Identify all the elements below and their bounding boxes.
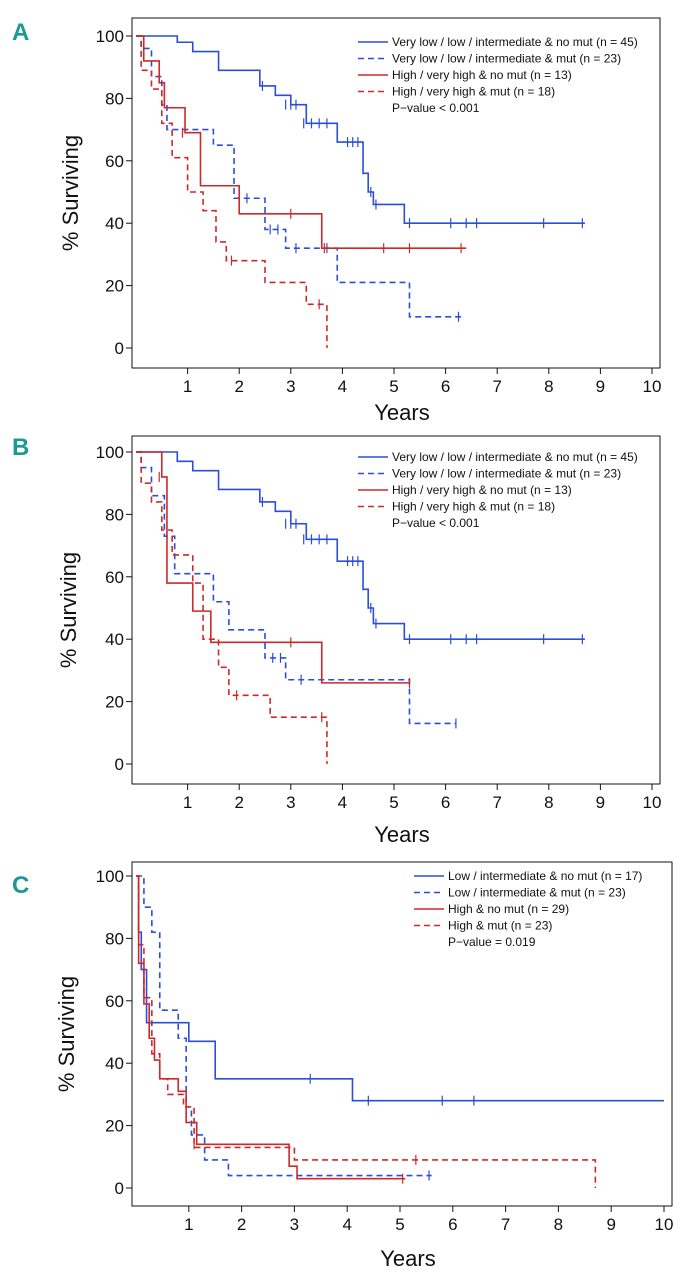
- km-curve-3: [136, 875, 406, 1180]
- x-tick-label: 2: [234, 377, 243, 396]
- x-tick-label: 1: [183, 793, 192, 812]
- y-axis-label: % Surviving: [56, 552, 81, 668]
- p-value-label: P−value < 0.001: [392, 516, 480, 530]
- y-tick-label: 60: [105, 568, 124, 587]
- y-tick-label: 100: [96, 867, 124, 886]
- x-tick-label: 1: [183, 377, 192, 396]
- x-axis-label: Years: [374, 400, 429, 425]
- y-tick-label: 60: [105, 152, 124, 171]
- x-tick-label: 10: [655, 1215, 674, 1234]
- y-axis-label: % Surviving: [58, 135, 83, 251]
- y-tick-label: 20: [105, 693, 124, 712]
- x-tick-label: 8: [544, 793, 553, 812]
- x-tick-label: 8: [544, 377, 553, 396]
- y-tick-label: 0: [115, 339, 124, 358]
- x-tick-label: 9: [596, 793, 605, 812]
- y-tick-label: 20: [105, 277, 124, 296]
- km-curve-3: [136, 35, 467, 249]
- km-curve-2: [136, 451, 456, 725]
- km-curve-2: [136, 35, 462, 318]
- legend-entry: High & no mut (n = 29): [448, 902, 569, 916]
- x-tick-label: 7: [492, 793, 501, 812]
- legend-entry: Very low / low / intermediate & mut (n =…: [392, 467, 621, 481]
- x-tick-label: 8: [554, 1215, 563, 1234]
- x-tick-label: 4: [342, 1215, 351, 1234]
- km-curve-3: [136, 451, 410, 684]
- x-tick-label: 7: [492, 377, 501, 396]
- legend-entry: High / very high & mut (n = 18): [392, 500, 555, 514]
- panel-c: C 0 20 40 60 80 100 1 2 3 4 5 6 7 8 9 10 Years % Surviving…: [12, 861, 674, 1271]
- plot-frame: [131, 861, 673, 1207]
- y-tick-label: 80: [105, 505, 124, 524]
- legend-entry: High & mut (n = 23): [448, 919, 552, 933]
- x-axis-label: Years: [374, 822, 429, 847]
- x-tick-label: 6: [441, 377, 450, 396]
- x-tick-label: 3: [286, 793, 295, 812]
- y-tick-label: 40: [105, 630, 124, 649]
- x-tick-label: 9: [596, 377, 605, 396]
- x-tick-label: 10: [643, 793, 662, 812]
- y-tick-label: 80: [105, 89, 124, 108]
- legend-entry: Very low / low / intermediate & no mut (…: [392, 450, 638, 464]
- y-tick-label: 0: [115, 755, 124, 774]
- y-tick-label: 40: [105, 214, 124, 233]
- x-tick-label: 1: [184, 1215, 193, 1234]
- panel-letter: C: [12, 872, 29, 899]
- legend-entry: High / very high & no mut (n = 13): [392, 68, 572, 82]
- x-tick-label: 7: [501, 1215, 510, 1234]
- km-curve-4: [136, 451, 328, 764]
- y-tick-label: 0: [115, 1179, 124, 1198]
- panel-letter: B: [12, 434, 29, 461]
- x-tick-label: 5: [395, 1215, 404, 1234]
- p-value-label: P−value < 0.001: [392, 101, 480, 115]
- y-tick-label: 60: [105, 992, 124, 1011]
- x-tick-label: 4: [338, 793, 347, 812]
- y-tick-label: 40: [105, 1054, 124, 1073]
- legend-entry: Low / intermediate & no mut (n = 17): [448, 869, 642, 883]
- km-curve-1: [136, 35, 585, 224]
- y-tick-label: 100: [96, 27, 124, 46]
- km-curve-4: [136, 875, 597, 1188]
- y-tick-label: 80: [105, 929, 124, 948]
- plot-frame: [131, 435, 661, 785]
- legend-entry: Very low / low / intermediate & mut (n =…: [392, 52, 621, 66]
- legend-entry: High / very high & no mut (n = 13): [392, 483, 572, 497]
- x-tick-label: 4: [338, 377, 347, 396]
- x-tick-label: 3: [290, 1215, 299, 1234]
- panel-letter: A: [12, 19, 29, 46]
- km-curve-4: [136, 35, 328, 348]
- x-tick-label: 2: [234, 793, 243, 812]
- x-tick-label: 6: [441, 793, 450, 812]
- x-tick-label: 10: [643, 377, 662, 396]
- panel-b: B 0 20 40 60 80 100 1 2 3 4 5 6 7 8 9 10 Years % Surviving…: [12, 434, 661, 847]
- y-axis-label: % Surviving: [54, 976, 79, 1092]
- x-axis-label: Years: [380, 1246, 435, 1271]
- km-curve-1: [136, 875, 664, 1102]
- legend-entry: Low / intermediate & mut (n = 23): [448, 886, 626, 900]
- x-tick-label: 5: [389, 377, 398, 396]
- y-tick-label: 100: [96, 443, 124, 462]
- y-tick-label: 20: [105, 1117, 124, 1136]
- km-curve-1: [136, 451, 585, 640]
- x-tick-label: 9: [606, 1215, 615, 1234]
- x-tick-label: 6: [448, 1215, 457, 1234]
- legend-entry: Very low / low / intermediate & no mut (…: [392, 35, 638, 49]
- x-tick-label: 3: [286, 377, 295, 396]
- legend-entry: High / very high & mut (n = 18): [392, 85, 555, 99]
- km-curve-2: [136, 875, 432, 1177]
- x-tick-label: 5: [389, 793, 398, 812]
- panel-a: A 0 20 40 60 80 100 1 2 3 4 5 6 7 8 9 10 Years % Surviving…: [12, 17, 662, 425]
- plot-frame: [131, 17, 661, 369]
- x-tick-label: 2: [237, 1215, 246, 1234]
- p-value-label: P−value = 0.019: [448, 935, 536, 949]
